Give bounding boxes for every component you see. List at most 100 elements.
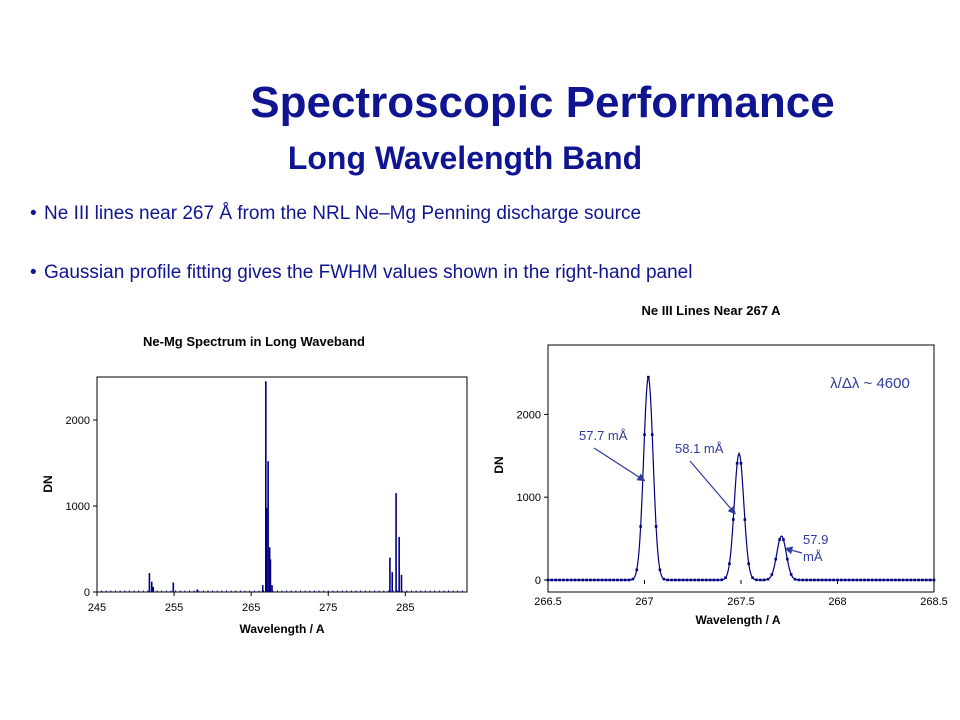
data-point [820, 578, 824, 582]
y-axis-label: DN [41, 475, 55, 492]
data-point [793, 577, 797, 581]
data-point [643, 433, 646, 436]
x-tick-label: 266.5 [534, 596, 562, 608]
x-tick-label: 275 [319, 602, 337, 614]
data-point [751, 576, 754, 580]
data-point [816, 578, 820, 582]
resolution-label: λ/Δλ ~ 4600 [830, 375, 910, 392]
data-point [620, 578, 623, 582]
x-tick-label: 267 [635, 596, 653, 608]
bullet-text: Gaussian profile fitting gives the FWHM … [44, 262, 693, 283]
data-point [917, 578, 920, 582]
plot-frame [96, 376, 468, 593]
data-point [654, 525, 658, 528]
y-tick-label: 1000 [66, 501, 90, 513]
annotation-arrow [689, 460, 736, 515]
data-point [670, 578, 673, 582]
data-point [770, 573, 774, 576]
data-point [851, 578, 855, 582]
bullet-marker: • [30, 203, 37, 224]
data-point [921, 578, 924, 582]
data-point [809, 578, 812, 582]
x-tick-label: 268.5 [920, 596, 948, 608]
data-point [863, 578, 866, 582]
plot-frame [547, 344, 935, 593]
data-point [855, 578, 859, 582]
data-point [735, 462, 739, 465]
data-point [886, 578, 889, 582]
data-point [743, 518, 747, 521]
data-point [832, 578, 835, 582]
data-point [890, 578, 893, 582]
annotation-arrow [593, 447, 646, 482]
data-point [647, 375, 650, 379]
data-point [789, 573, 793, 576]
data-point [801, 578, 805, 582]
data-point [612, 578, 615, 582]
slide-subtitle: Long Wavelength Band [287, 140, 643, 176]
fwhm-label: 57.9 mÅ [803, 532, 828, 564]
data-point [836, 578, 839, 582]
data-point [558, 578, 561, 582]
y-tick-label: 2000 [66, 415, 90, 427]
data-point [797, 578, 801, 582]
bullet-item-1: • Ne III lines near 267 Å from the NRL Ne… [30, 203, 641, 225]
data-point [786, 557, 789, 561]
data-point [874, 578, 878, 582]
data-point [905, 578, 909, 582]
data-point [716, 578, 720, 582]
bullet-text: Ne III lines near 267 Å from the NRL Ne–… [44, 203, 642, 224]
slide-title: Spectroscopic Performance [250, 78, 835, 127]
x-tick-label: 267.5 [727, 596, 755, 608]
x-tick-label: 265 [242, 602, 260, 614]
y-tick-label: 2000 [517, 409, 541, 421]
fwhm-annotation: 58.1 mÅ [675, 441, 736, 515]
data-point [712, 578, 716, 582]
data-point [720, 578, 723, 582]
data-point [739, 462, 743, 465]
data-point [600, 578, 604, 582]
data-point [666, 578, 669, 582]
data-point [870, 578, 874, 582]
x-axis-label: Wavelength / A [695, 613, 780, 627]
data-point [604, 578, 608, 582]
y-tick-label: 0 [84, 587, 90, 599]
data-point [762, 578, 766, 582]
data-point [593, 578, 596, 582]
data-point [901, 578, 905, 582]
fwhm-label: 57.7 mÅ [579, 428, 628, 443]
y-tick-label: 0 [535, 575, 541, 587]
fwhm-annotation: 57.9 mÅ [784, 532, 828, 564]
data-point [701, 578, 704, 582]
data-point [658, 568, 662, 572]
data-point [782, 538, 785, 541]
data-point [847, 578, 851, 582]
data-point [577, 578, 581, 582]
data-point [913, 578, 916, 582]
data-point [778, 538, 781, 541]
data-point [708, 578, 712, 582]
x-tick-label: 255 [165, 602, 183, 614]
data-point [859, 578, 862, 582]
y-tick-label: 1000 [517, 492, 541, 504]
data-point [928, 578, 932, 582]
data-point [840, 578, 843, 582]
bullet-marker: • [30, 262, 37, 283]
data-point [562, 578, 565, 582]
data-point [774, 557, 778, 561]
data-point [627, 578, 631, 582]
data-point [813, 578, 816, 582]
data-point [674, 578, 677, 582]
data-point [585, 578, 588, 582]
data-point [724, 576, 727, 580]
data-point [662, 577, 666, 581]
data-point [681, 578, 685, 582]
data-point [685, 578, 689, 582]
data-point [569, 578, 573, 582]
data-point [824, 578, 828, 582]
data-point [639, 525, 642, 528]
data-point [909, 578, 913, 582]
chart-title: Ne III Lines Near 267 A [642, 303, 782, 318]
fwhm-annotation: 57.7 mÅ [579, 428, 646, 482]
